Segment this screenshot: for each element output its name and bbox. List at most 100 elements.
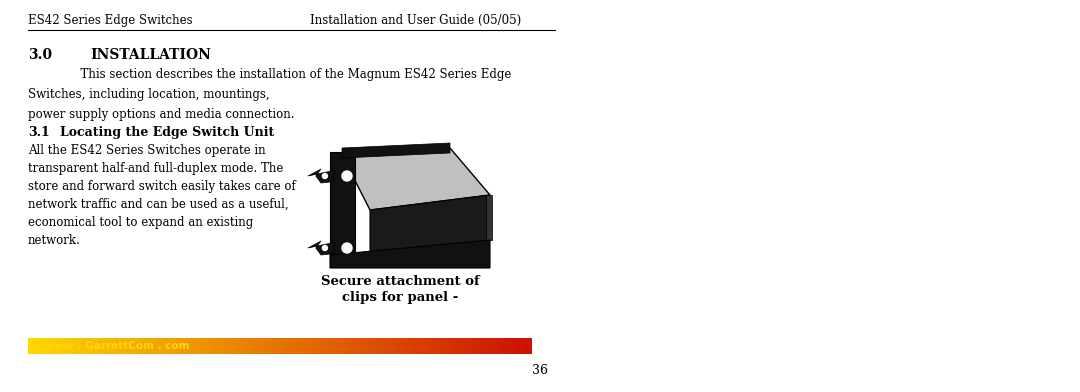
Bar xyxy=(100,338,103,354)
Bar xyxy=(189,338,191,354)
Bar xyxy=(422,338,426,354)
Bar xyxy=(204,338,206,354)
Bar xyxy=(460,338,462,354)
Bar xyxy=(336,338,338,354)
Polygon shape xyxy=(330,152,355,265)
Bar xyxy=(404,338,406,354)
Bar xyxy=(485,338,487,354)
Bar xyxy=(125,338,127,354)
Bar xyxy=(177,338,179,354)
Bar xyxy=(171,338,173,354)
Text: Secure attachment of: Secure attachment of xyxy=(321,275,480,288)
Bar xyxy=(70,338,72,354)
Bar xyxy=(252,338,254,354)
Bar xyxy=(388,338,390,354)
Text: Switches, including location, mountings,: Switches, including location, mountings, xyxy=(28,88,270,101)
Bar xyxy=(352,338,354,354)
Bar xyxy=(458,338,460,354)
Bar xyxy=(330,338,333,354)
Text: Installation and User Guide (05/05): Installation and User Guide (05/05) xyxy=(310,14,522,27)
Bar xyxy=(40,338,42,354)
Bar xyxy=(303,338,306,354)
Bar xyxy=(139,338,141,354)
Bar xyxy=(403,338,405,354)
Bar xyxy=(517,338,519,354)
Bar xyxy=(146,338,148,354)
Bar xyxy=(243,338,245,354)
Bar xyxy=(159,338,161,354)
Bar xyxy=(94,338,96,354)
Bar xyxy=(258,338,260,354)
Bar xyxy=(315,338,318,354)
Bar xyxy=(206,338,208,354)
Polygon shape xyxy=(486,195,492,240)
Bar xyxy=(294,338,296,354)
Bar xyxy=(161,338,163,354)
Bar xyxy=(498,338,501,354)
Text: 3.1: 3.1 xyxy=(28,126,50,139)
Bar xyxy=(174,338,176,354)
Bar xyxy=(41,338,43,354)
Bar xyxy=(102,338,104,354)
Bar xyxy=(397,338,400,354)
Bar xyxy=(301,338,305,354)
Bar xyxy=(198,338,200,354)
Bar xyxy=(322,338,324,354)
Bar xyxy=(407,338,410,354)
Bar xyxy=(473,338,475,354)
Bar xyxy=(152,338,154,354)
Bar xyxy=(144,338,146,354)
Bar xyxy=(440,338,442,354)
Bar xyxy=(80,338,82,354)
Bar xyxy=(276,338,279,354)
Bar xyxy=(207,338,210,354)
Bar xyxy=(156,338,158,354)
Bar xyxy=(97,338,99,354)
Bar xyxy=(392,338,395,354)
Bar xyxy=(194,338,197,354)
Bar xyxy=(265,338,267,354)
Bar xyxy=(176,338,178,354)
Bar xyxy=(434,338,436,354)
Bar xyxy=(490,338,492,354)
Bar xyxy=(188,338,190,354)
Bar xyxy=(89,338,91,354)
Bar xyxy=(75,338,78,354)
Polygon shape xyxy=(308,241,334,255)
Bar xyxy=(430,338,432,354)
Bar xyxy=(180,338,184,354)
Bar xyxy=(132,338,134,354)
Bar xyxy=(279,338,281,354)
Text: clips for panel -: clips for panel - xyxy=(341,291,458,304)
Bar xyxy=(309,338,311,354)
Bar xyxy=(154,338,157,354)
Text: www . GarrettCom . com: www . GarrettCom . com xyxy=(45,341,189,351)
Circle shape xyxy=(342,171,352,181)
Bar xyxy=(248,338,251,354)
Text: store and forward switch easily takes care of: store and forward switch easily takes ca… xyxy=(28,180,296,193)
Polygon shape xyxy=(370,195,490,255)
Bar xyxy=(377,338,380,354)
Bar xyxy=(446,338,448,354)
Bar xyxy=(449,338,451,354)
Bar xyxy=(256,338,259,354)
Bar xyxy=(445,338,447,354)
Bar xyxy=(127,338,130,354)
Bar xyxy=(349,338,351,354)
Bar xyxy=(379,338,381,354)
Bar xyxy=(427,338,429,354)
Polygon shape xyxy=(330,240,490,268)
Bar xyxy=(35,338,37,354)
Bar xyxy=(173,338,175,354)
Bar xyxy=(82,338,84,354)
Bar xyxy=(234,338,237,354)
Bar xyxy=(396,338,399,354)
Text: This section describes the installation of the Magnum ES42 Series Edge: This section describes the installation … xyxy=(28,68,511,81)
Bar xyxy=(467,338,469,354)
Bar xyxy=(64,338,66,354)
Bar xyxy=(213,338,215,354)
Bar xyxy=(222,338,225,354)
Bar xyxy=(28,338,30,354)
Bar xyxy=(503,338,505,354)
Bar xyxy=(58,338,60,354)
